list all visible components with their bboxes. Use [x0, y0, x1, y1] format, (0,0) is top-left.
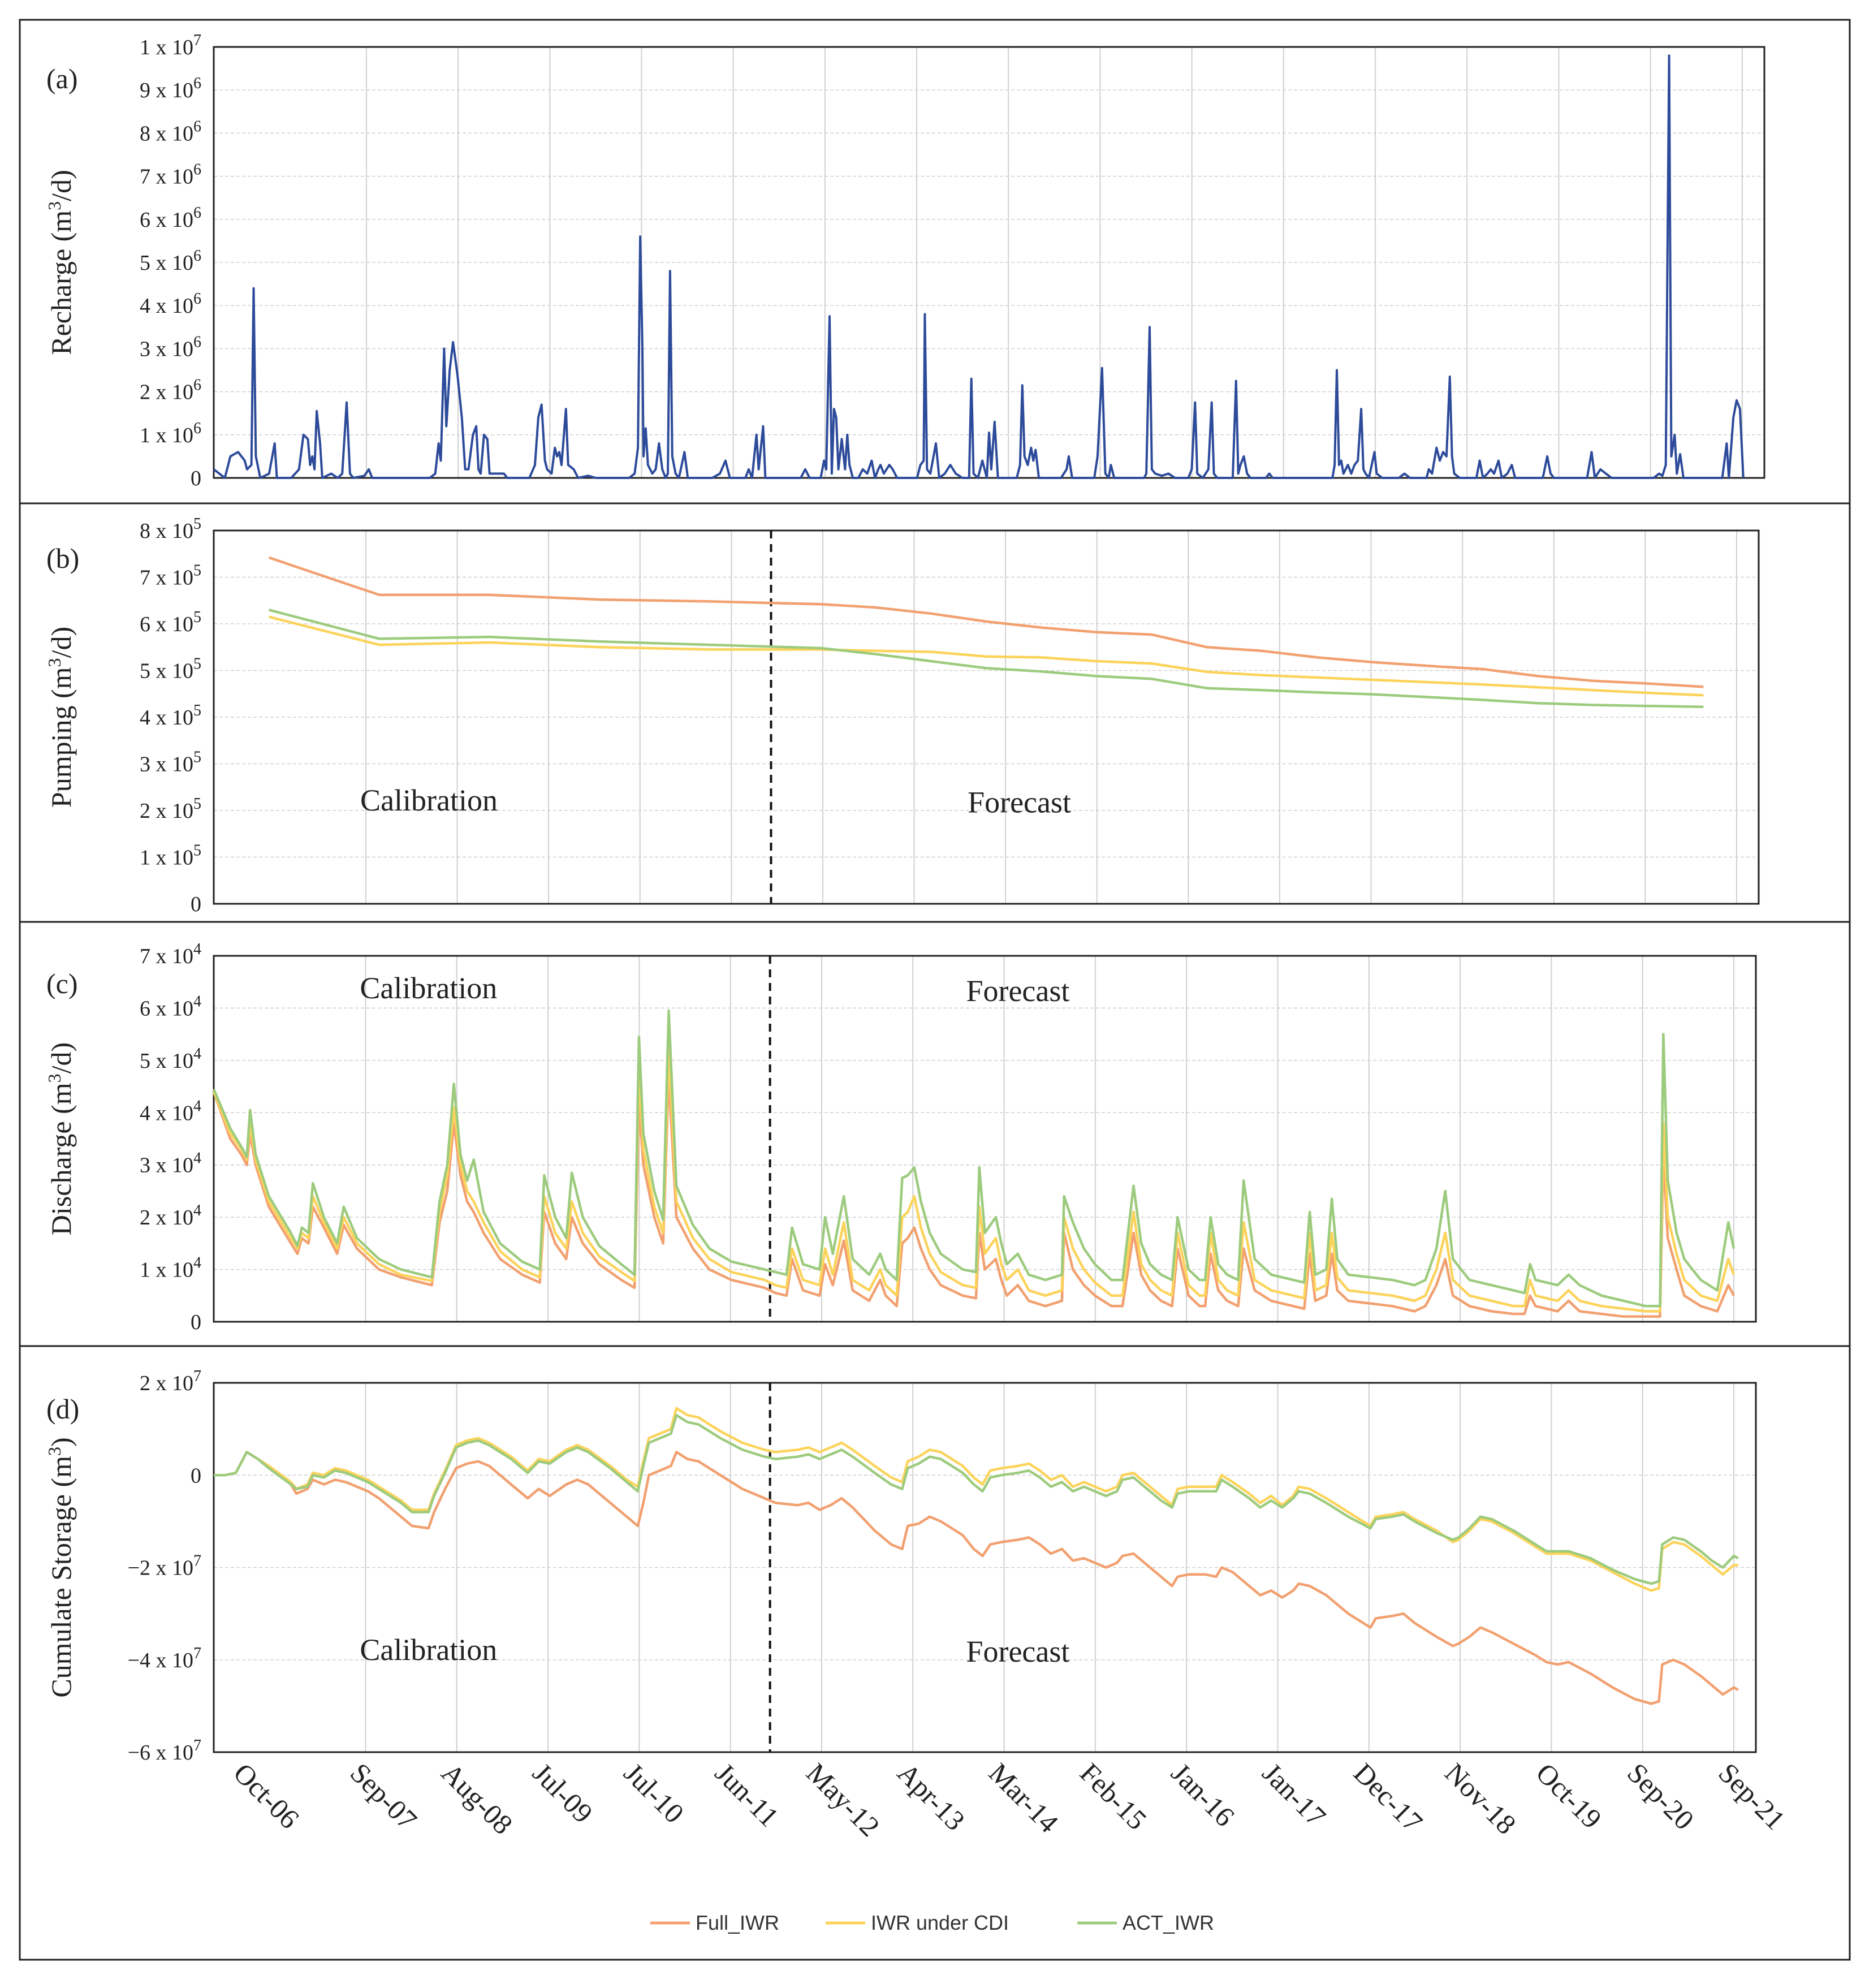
y-tick-label: 1 x 106 [140, 420, 201, 447]
x-tick-label: Jun-11 [709, 1757, 785, 1833]
x-tick-label: Jan-17 [1257, 1757, 1332, 1832]
legend-label: IWR under CDI [871, 1911, 1009, 1934]
y-axis-label: Recharge (m3/d) [44, 170, 77, 355]
y-tick-label: 3 x 105 [140, 749, 201, 777]
panel-4: −6 x 107 −4 x 107 −2 x 107 0 2 x 107 Cumulate… [20, 1345, 1850, 1765]
plot-frame [213, 955, 1757, 1323]
forecast-label: Forecast [968, 785, 1071, 819]
calibration-label: Calibration [360, 971, 497, 1005]
x-tick-label: Nov-18 [1439, 1757, 1522, 1840]
y-tick-label: 3 x 104 [140, 1150, 201, 1178]
y-tick-label: 6 x 106 [140, 204, 201, 232]
y-tick-label: 2 x 106 [140, 377, 201, 404]
y-tick-label: 0 [191, 1310, 201, 1334]
series-line-iwr-under-cdi [212, 1049, 1736, 1313]
y-tick-label: −6 x 107 [128, 1737, 201, 1765]
y-tick-label: 8 x 106 [140, 118, 201, 145]
y-tick-label: 6 x 105 [140, 609, 201, 636]
panel-3: 0 1 x 104 2 x 104 3 x 104 4 x 104 5 x 104 6 x … [20, 921, 1850, 1334]
y-tick-label: 7 x 106 [140, 161, 201, 189]
y-tick-label: 7 x 104 [140, 941, 201, 968]
y-tick-label: 0 [191, 467, 201, 490]
figure-frame [19, 19, 1851, 1961]
x-tick-label: Apr-13 [892, 1757, 972, 1836]
y-axis-label: Pumping (m3/d) [44, 627, 77, 808]
y-tick-label: 4 x 105 [140, 702, 201, 730]
x-tick-label: Aug-08 [435, 1757, 519, 1840]
series-line-full-iwr [212, 1075, 1735, 1318]
panel-1: 0 1 x 106 2 x 106 3 x 106 4 x 106 5 x 106 6 x … [44, 32, 1765, 490]
chart-root: 0 1 x 106 2 x 106 3 x 106 4 x 106 5 x 106 6 x … [19, 19, 1851, 1961]
y-axis-label: Cumulate Storage (m3) [44, 1437, 77, 1697]
y-tick-label: 2 x 104 [140, 1202, 201, 1230]
y-tick-label: 6 x 104 [140, 993, 201, 1020]
y-tick-label: 1 x 104 [140, 1254, 201, 1282]
y-tick-label: 1 x 105 [140, 842, 201, 870]
series-line-iwr-under-cdi [269, 615, 1704, 697]
y-tick-label: 2 x 107 [140, 1368, 201, 1395]
y-tick-label: 5 x 106 [140, 247, 201, 275]
legend-label: ACT_IWR [1123, 1911, 1214, 1934]
y-tick-label: 9 x 106 [140, 75, 201, 102]
y-tick-label: −4 x 107 [128, 1645, 201, 1672]
calibration-label: Calibration [360, 1633, 497, 1667]
plot-frame [213, 529, 1760, 905]
y-tick-label: 4 x 104 [140, 1097, 201, 1125]
panel-label: (c) [46, 968, 78, 999]
y-tick-label: 2 x 105 [140, 795, 201, 823]
y-tick-label: 5 x 104 [140, 1045, 201, 1073]
series-line-act-iwr [212, 1009, 1736, 1308]
series-line-recharge [213, 54, 1745, 479]
series-line-act-iwr [214, 1413, 1739, 1585]
y-tick-label: −2 x 107 [128, 1553, 201, 1580]
x-tick-label: Sep-21 [1712, 1757, 1791, 1836]
x-tick-label: Sep-20 [1621, 1757, 1700, 1836]
series-line-iwr-under-cdi [214, 1407, 1738, 1592]
series-line-act-iwr [269, 609, 1704, 709]
y-tick-label: 0 [191, 1464, 201, 1487]
y-axis-label: Discharge (m3/d) [44, 1042, 77, 1235]
series-line-full-iwr [268, 556, 1704, 688]
x-tick-label: Sep-07 [344, 1757, 424, 1836]
x-tick-label: Jul-10 [618, 1757, 690, 1829]
x-tick-label: Oct-19 [1530, 1757, 1608, 1835]
panel-2: 0 1 x 105 2 x 105 3 x 105 4 x 105 5 x 105 6 x … [20, 502, 1850, 916]
x-tick-label: May-12 [800, 1757, 886, 1843]
x-tick-label: Jul-09 [526, 1757, 599, 1829]
series-line-full-iwr [214, 1451, 1739, 1705]
forecast-label: Forecast [966, 1635, 1069, 1668]
y-tick-label: 4 x 106 [140, 290, 201, 318]
y-tick-label: 0 [191, 892, 201, 916]
x-tick-label: Oct-06 [227, 1757, 305, 1835]
y-tick-label: 3 x 106 [140, 333, 201, 361]
x-tick-label: Jan-16 [1165, 1757, 1241, 1832]
y-tick-label: 7 x 105 [140, 562, 201, 590]
plot-frame [213, 1382, 1757, 1753]
x-tick-label: Feb-15 [1074, 1757, 1153, 1836]
plot-frame [213, 46, 1765, 479]
x-tick-label: Mar-14 [983, 1757, 1065, 1839]
y-tick-label: 1 x 107 [140, 32, 201, 59]
calibration-label: Calibration [360, 783, 498, 817]
legend-label: Full_IWR [696, 1911, 779, 1934]
panel-label: (d) [46, 1393, 79, 1425]
forecast-label: Forecast [966, 974, 1069, 1008]
y-tick-label: 5 x 105 [140, 656, 201, 683]
panel-label: (b) [46, 542, 79, 574]
x-tick-label: Dec-17 [1348, 1757, 1429, 1838]
y-tick-label: 8 x 105 [140, 515, 201, 543]
panel-label: (a) [46, 63, 78, 94]
